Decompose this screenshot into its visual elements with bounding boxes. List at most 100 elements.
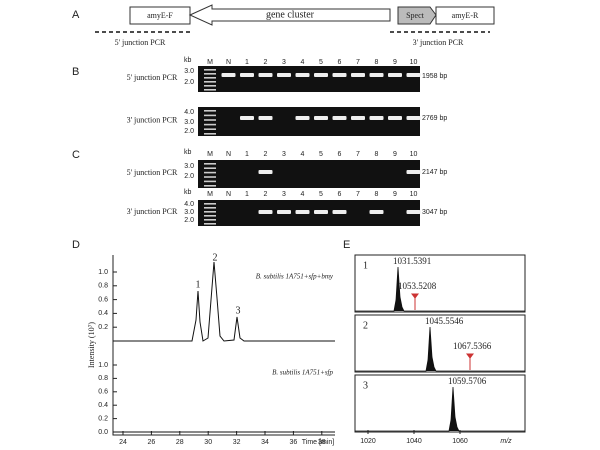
ladder-band <box>204 110 216 112</box>
lane-label: 4 <box>301 191 305 198</box>
pcr-band <box>295 116 310 120</box>
spectrum-frame <box>354 374 526 433</box>
lane-label: 1 <box>245 59 249 66</box>
pcr-band <box>240 116 254 120</box>
pcr-band <box>258 170 273 174</box>
lane-label: 3 <box>282 151 286 158</box>
pcr-band <box>295 210 310 214</box>
y-tick-label: 0.8 <box>98 283 108 290</box>
lane-label: 5 <box>319 151 323 158</box>
lane-label: 3 <box>282 59 286 66</box>
lane-label: 3 <box>282 191 286 198</box>
x-tick-label: 38 <box>318 439 326 446</box>
ladder-band <box>204 207 216 209</box>
lane-label: 8 <box>375 151 379 158</box>
lane-label: 1 <box>245 191 249 198</box>
lane-label: 9 <box>393 151 397 158</box>
primer-box <box>435 6 495 25</box>
lane-label: 6 <box>338 191 342 198</box>
ladder-band <box>204 81 216 83</box>
lane-label: 7 <box>356 191 360 198</box>
amplicon-size: 2147 bp <box>422 169 447 176</box>
peak-label: 3 <box>236 305 241 316</box>
peak-label: 2 <box>213 252 218 263</box>
lane-label: 4 <box>301 151 305 158</box>
kb-tick: 2.0 <box>184 173 194 180</box>
lane-label: N <box>226 191 231 198</box>
x-tick-label: 1060 <box>452 438 468 445</box>
lane-label: N <box>226 59 231 66</box>
lane-label: 9 <box>393 59 397 66</box>
pcr-band <box>406 116 421 120</box>
spectrum <box>355 326 525 372</box>
peak-mass: 1059.5706 <box>448 376 487 386</box>
ladder-band <box>204 215 216 217</box>
x-tick-label: 28 <box>176 439 184 446</box>
cluster-label: gene cluster <box>266 9 315 20</box>
pcr-band <box>258 73 273 77</box>
lane-label: 10 <box>410 151 418 158</box>
lane-label: M <box>207 191 213 198</box>
ladder-band <box>204 133 216 135</box>
pcr-band <box>314 116 328 120</box>
panel-label: B <box>72 66 79 78</box>
lane-label: M <box>207 151 213 158</box>
x-tick-label: 1020 <box>360 438 376 445</box>
pcr-band <box>406 170 421 174</box>
peak-mass: 1031.5391 <box>393 256 431 266</box>
pcr-band <box>240 73 254 77</box>
lane-label: 5 <box>319 191 323 198</box>
panel-label: C <box>72 149 80 161</box>
spectrum-frame <box>354 314 526 373</box>
pcr-band <box>332 116 347 120</box>
lane-label: 10 <box>410 59 418 66</box>
x-tick-label: 1040 <box>406 438 422 445</box>
spectrum-label: 1 <box>363 260 368 271</box>
pcr-band <box>295 73 310 77</box>
lane-label: M <box>207 59 213 66</box>
y-tick-label: 0.8 <box>98 375 108 382</box>
lane-label: 10 <box>410 191 418 198</box>
amplicon-size: 2769 bp <box>422 115 447 122</box>
primer-label: amyE-R <box>452 11 479 20</box>
axes <box>112 255 335 436</box>
lane-label: 8 <box>375 191 379 198</box>
pcr-band <box>406 210 421 214</box>
x-tick-label: 36 <box>290 439 298 446</box>
lane-label: 2 <box>264 191 268 198</box>
pcr-band <box>351 73 365 77</box>
row-title: 3' junction PCR <box>127 115 178 124</box>
pcr-band <box>369 73 384 77</box>
ladder-band <box>204 176 216 178</box>
ladder-band <box>204 69 216 71</box>
gel <box>198 66 420 92</box>
lane-label: 7 <box>356 59 360 66</box>
y-tick-label: 0.4 <box>98 310 108 317</box>
lane-label: 2 <box>264 151 268 158</box>
pcr-band <box>388 116 402 120</box>
marker-box <box>397 6 437 25</box>
spectrum <box>355 266 525 312</box>
unit-label: kb <box>184 189 192 196</box>
kb-tick: 2.0 <box>184 128 194 135</box>
kb-tick: 2.0 <box>184 79 194 86</box>
kb-tick: 3.0 <box>184 119 194 126</box>
adduct-marker <box>411 293 419 310</box>
y-tick-label: 0.4 <box>98 402 108 409</box>
ladder-band <box>204 114 216 117</box>
pcr-band <box>369 210 384 214</box>
ladder-band <box>204 85 216 87</box>
kb-tick: 2.0 <box>184 217 194 224</box>
spectrum-label: 3 <box>363 380 368 391</box>
ladder-band <box>204 211 216 213</box>
gel <box>198 107 420 136</box>
x-tick-label: 32 <box>233 439 241 446</box>
row-title: 5' junction PCR <box>127 73 178 82</box>
spectrum-label: 2 <box>363 320 368 331</box>
y-tick-label: 1.0 <box>98 269 108 276</box>
pcr-label: 5' junction PCR <box>115 38 166 47</box>
gene-arrow <box>188 4 391 26</box>
pcr-band <box>314 210 328 214</box>
lane-label: 6 <box>338 59 342 66</box>
y-tick-label: 0.6 <box>98 389 108 396</box>
